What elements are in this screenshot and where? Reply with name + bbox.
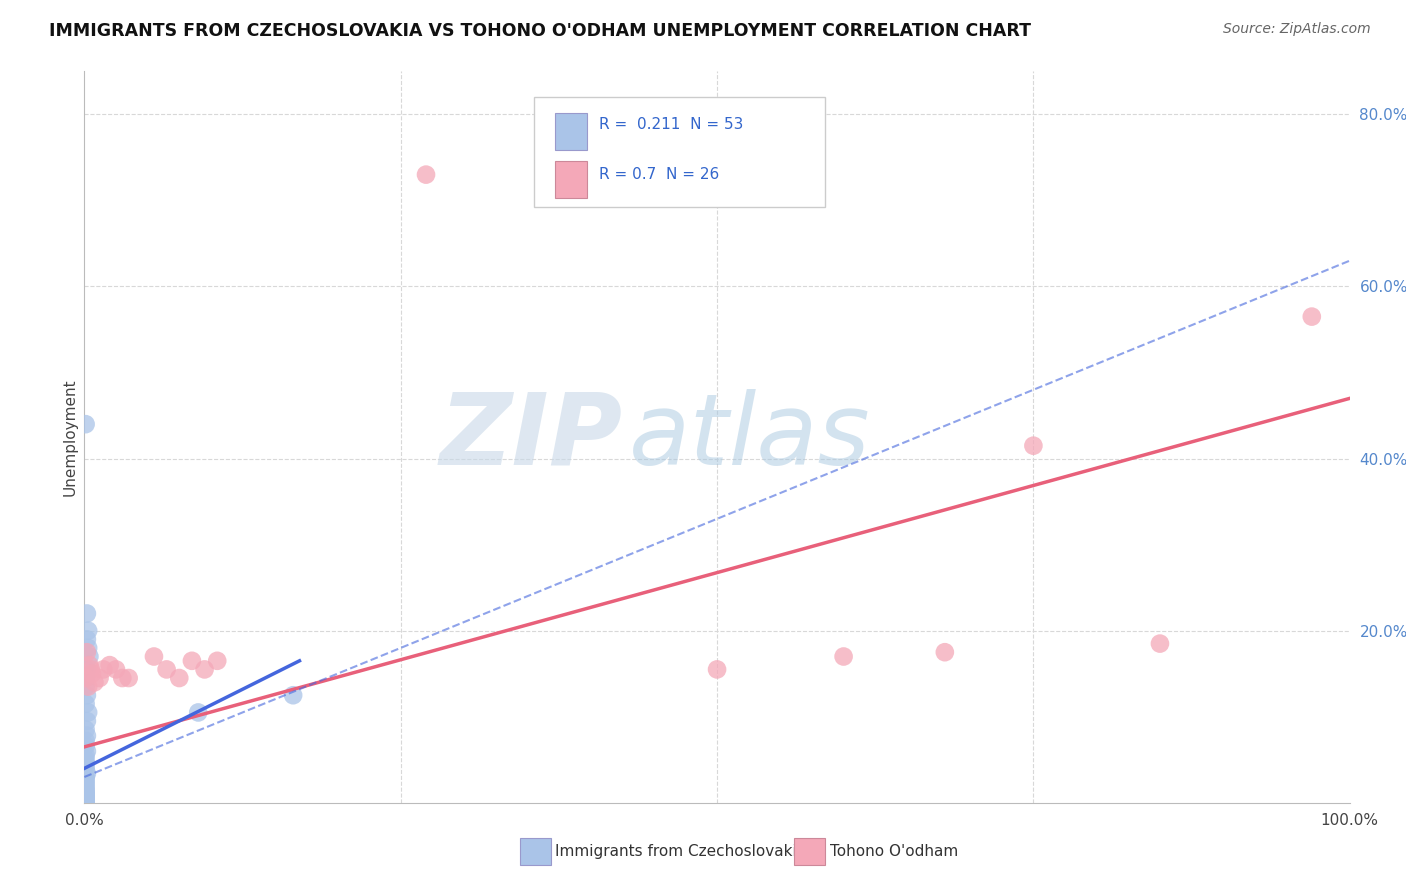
Point <box>180 654 204 668</box>
Point <box>76 688 98 702</box>
Point <box>832 649 855 664</box>
Point <box>75 777 97 791</box>
Point <box>187 706 209 720</box>
Text: R =  0.211  N = 53: R = 0.211 N = 53 <box>599 117 744 132</box>
Point <box>194 662 217 676</box>
Point <box>75 782 97 797</box>
Point <box>75 795 97 809</box>
Point <box>75 756 97 771</box>
Point <box>79 658 101 673</box>
Point <box>75 792 97 806</box>
Point <box>75 671 97 685</box>
Point <box>75 795 97 809</box>
Point <box>75 417 97 432</box>
Point <box>75 795 97 809</box>
Point <box>75 795 97 809</box>
Point <box>934 645 956 659</box>
Point <box>75 748 97 763</box>
Text: R = 0.7  N = 26: R = 0.7 N = 26 <box>599 167 720 182</box>
Text: IMMIGRANTS FROM CZECHOSLOVAKIA VS TOHONO O'ODHAM UNEMPLOYMENT CORRELATION CHART: IMMIGRANTS FROM CZECHOSLOVAKIA VS TOHONO… <box>49 22 1031 40</box>
Point <box>75 794 97 808</box>
Point <box>75 671 97 685</box>
Point <box>79 662 103 676</box>
Point <box>76 744 98 758</box>
Point <box>75 723 97 737</box>
Point <box>75 795 97 809</box>
Point <box>75 787 97 801</box>
Point <box>93 662 115 676</box>
Point <box>75 769 97 783</box>
Bar <box>555 161 586 198</box>
Point <box>75 697 97 711</box>
Point <box>75 795 97 809</box>
Point <box>75 680 97 694</box>
Point <box>76 766 98 780</box>
Point <box>76 645 98 659</box>
Y-axis label: Unemployment: Unemployment <box>62 378 77 496</box>
Point <box>75 795 97 809</box>
Point <box>77 640 100 655</box>
Point <box>75 780 97 794</box>
Point <box>75 753 97 767</box>
Point <box>706 662 728 676</box>
Point <box>76 729 98 743</box>
Point <box>77 680 100 694</box>
Point <box>75 774 97 789</box>
Point <box>75 789 97 803</box>
Point <box>75 783 97 797</box>
Point <box>155 662 177 676</box>
Point <box>1149 637 1171 651</box>
Text: ZIP: ZIP <box>439 389 623 485</box>
Point <box>1022 439 1045 453</box>
Text: Tohono O'odham: Tohono O'odham <box>830 845 957 859</box>
Point <box>75 772 97 786</box>
Text: Immigrants from Czechoslovakia: Immigrants from Czechoslovakia <box>555 845 807 859</box>
Point <box>75 763 97 777</box>
Point <box>75 788 97 802</box>
Point <box>77 706 100 720</box>
Point <box>77 624 100 638</box>
Point <box>75 759 97 773</box>
Point <box>169 671 191 685</box>
Point <box>75 795 97 809</box>
Point <box>111 671 134 685</box>
Point <box>75 791 97 805</box>
Point <box>75 795 97 809</box>
Point <box>105 662 127 676</box>
Point <box>83 675 105 690</box>
Point <box>75 795 97 809</box>
Point <box>143 649 166 664</box>
Point <box>76 632 98 647</box>
Point <box>75 734 97 748</box>
Point <box>1301 310 1323 324</box>
Point <box>75 790 97 805</box>
Point <box>89 671 111 685</box>
Text: atlas: atlas <box>628 389 870 485</box>
Point <box>75 785 97 799</box>
Point <box>76 662 98 676</box>
Point <box>281 688 305 702</box>
Point <box>75 793 97 807</box>
Point <box>415 168 437 182</box>
Text: Source: ZipAtlas.com: Source: ZipAtlas.com <box>1223 22 1371 37</box>
Point <box>75 789 97 804</box>
Point <box>75 739 97 753</box>
Point <box>79 649 101 664</box>
FancyBboxPatch shape <box>534 97 824 207</box>
Point <box>76 607 98 621</box>
Point <box>80 666 103 681</box>
Point <box>118 671 141 685</box>
Bar <box>555 113 586 150</box>
Point <box>76 714 98 728</box>
Point <box>98 658 121 673</box>
Point <box>207 654 229 668</box>
